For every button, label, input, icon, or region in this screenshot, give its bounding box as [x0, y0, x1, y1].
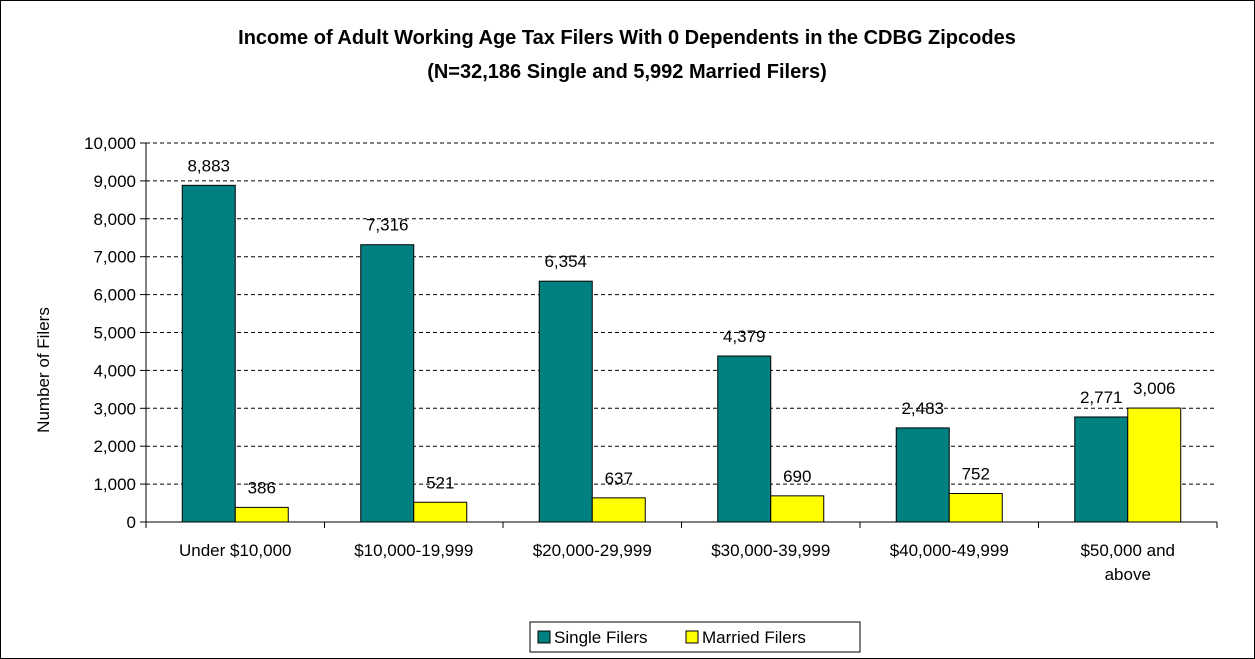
- data-label: 386: [248, 478, 276, 497]
- x-category-label: $30,000-39,999: [711, 541, 830, 560]
- data-label: 2,483: [901, 399, 944, 418]
- chart-subtitle: (N=32,186 Single and 5,992 Married Filer…: [427, 61, 827, 83]
- legend-swatch: [685, 630, 699, 644]
- data-label: 8,883: [187, 156, 230, 175]
- bar-married: [591, 497, 646, 523]
- y-axis-title: Number of Filers: [34, 307, 53, 433]
- legend-label: Married Filers: [702, 628, 806, 647]
- data-label: 690: [783, 467, 811, 486]
- data-labels: 8,883 7,316 6,354 4,379 2,483 2,771 386 521 637 6…: [187, 156, 1175, 497]
- legend-swatch: [537, 630, 551, 644]
- bar-single: [1074, 416, 1129, 523]
- data-label: 4,379: [723, 327, 766, 346]
- y-tick-label: 0: [127, 513, 136, 532]
- x-category-label: $20,000-29,999: [533, 541, 652, 560]
- data-label: 637: [605, 469, 633, 488]
- data-label: 7,316: [366, 216, 409, 235]
- bar-married: [234, 506, 289, 523]
- legend: Single Filers Married Filers: [529, 621, 861, 653]
- bars: [181, 184, 1182, 523]
- y-tick-label: 3,000: [93, 399, 136, 418]
- data-label: 521: [426, 473, 454, 492]
- bar-single: [538, 280, 593, 523]
- gridlines: [146, 142, 1217, 485]
- x-category-label: Under $10,000: [179, 541, 291, 560]
- x-category-label: $10,000-19,999: [354, 541, 473, 560]
- y-tick-label: 2,000: [93, 437, 136, 456]
- x-category-label: $40,000-49,999: [890, 541, 1009, 560]
- y-tick-label: 10,000: [84, 134, 136, 153]
- bar-married: [948, 492, 1003, 523]
- axes: 0 1,000 2,000 3,000 4,000 5,000 6,000 7,000 8,00…: [84, 134, 1218, 584]
- y-tick-label: 4,000: [93, 361, 136, 380]
- data-label: 3,006: [1133, 379, 1176, 398]
- x-category-label: above: [1105, 565, 1151, 584]
- data-label: 6,354: [544, 252, 587, 271]
- y-tick-label: 5,000: [93, 324, 136, 343]
- y-tick-label: 1,000: [93, 475, 136, 494]
- bar-single: [895, 427, 950, 523]
- y-tick-label: 9,000: [93, 172, 136, 191]
- y-tick-label: 8,000: [93, 210, 136, 229]
- bar-married: [770, 495, 825, 523]
- legend-label: Single Filers: [554, 628, 648, 647]
- y-tick-label: 6,000: [93, 286, 136, 305]
- bar-single: [360, 244, 415, 523]
- x-category-label: $50,000 and: [1080, 541, 1175, 560]
- chart-title: Income of Adult Working Age Tax Filers W…: [238, 27, 1016, 49]
- bar-single: [181, 184, 236, 523]
- bar-married: [1127, 407, 1182, 523]
- bar-married: [413, 501, 468, 523]
- data-label: 752: [962, 464, 990, 483]
- y-tick-label: 7,000: [93, 248, 136, 267]
- bar-single: [717, 355, 772, 523]
- data-label: 2,771: [1080, 388, 1123, 407]
